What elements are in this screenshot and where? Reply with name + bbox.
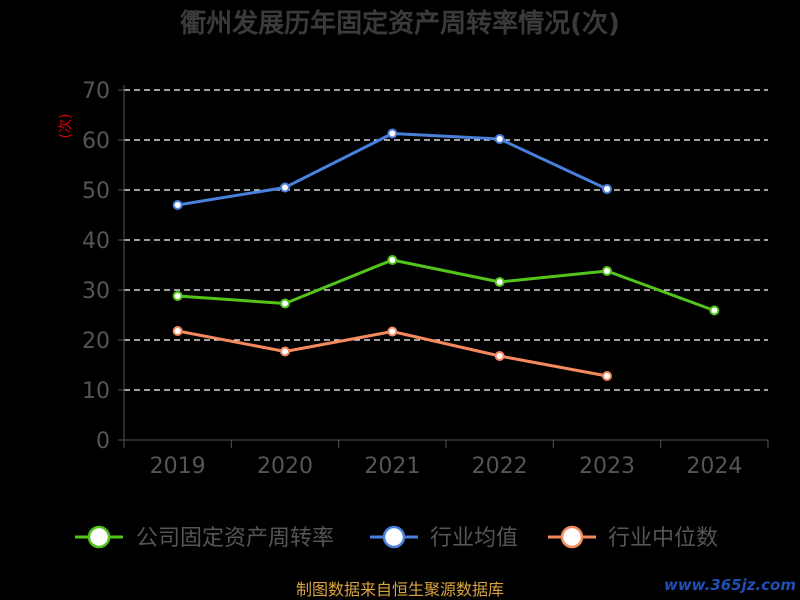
y-tick-labels: 0 10 20 30 40 50 60 70 bbox=[82, 79, 110, 454]
axes bbox=[118, 85, 769, 448]
series-0-point-2022 bbox=[494, 277, 505, 287]
series-2-point-2020 bbox=[280, 346, 290, 357]
legend-item-0: 公司固定资产周转率 bbox=[75, 525, 334, 551]
series-2-point-2022 bbox=[494, 351, 505, 361]
series-2 bbox=[172, 326, 612, 381]
chart-title: 衢州发展历年固定资产周转率情况(次) bbox=[180, 8, 620, 39]
source-note: 制图数据来自恒生聚源数据库 bbox=[296, 580, 504, 599]
y-tick-label-60: 60 bbox=[82, 129, 110, 154]
legend-marker-1 bbox=[382, 525, 406, 549]
series-1-point-2019 bbox=[172, 200, 183, 210]
legend-marker-2 bbox=[560, 525, 584, 549]
series-2-point-2019 bbox=[172, 326, 183, 336]
legend-marker-0 bbox=[87, 525, 111, 549]
x-tick-label-2021: 2021 bbox=[364, 454, 420, 479]
x-tick-labels: 2019 2020 2021 2022 2023 2024 bbox=[150, 454, 743, 479]
series-0-point-2024 bbox=[709, 305, 720, 316]
watermark: www.365jz.com bbox=[664, 576, 796, 594]
series-0 bbox=[172, 255, 720, 316]
y-tick-label-20: 20 bbox=[82, 329, 110, 354]
legend-label-1: 行业均值 bbox=[430, 526, 518, 551]
series-1-point-2023 bbox=[602, 184, 612, 194]
x-tick-label-2019: 2019 bbox=[150, 454, 206, 479]
series-0-point-2021 bbox=[387, 255, 398, 265]
series-1-point-2020 bbox=[280, 182, 290, 193]
series-line-2 bbox=[177, 329, 608, 378]
x-tick-label-2023: 2023 bbox=[579, 454, 635, 479]
y-tick-label-40: 40 bbox=[82, 229, 110, 254]
series-line-0 bbox=[177, 258, 715, 312]
series-0-point-2023 bbox=[602, 266, 612, 276]
legend-item-1: 行业均值 bbox=[370, 525, 518, 551]
y-tick-label-70: 70 bbox=[82, 79, 110, 104]
series-0-point-2020 bbox=[280, 298, 290, 309]
series-2-point-2021 bbox=[387, 326, 398, 337]
legend-label-2: 行业中位数 bbox=[608, 526, 718, 551]
legend-label-0: 公司固定资产周转率 bbox=[136, 526, 334, 551]
x-tick-label-2020: 2020 bbox=[257, 454, 313, 479]
legend-item-2: 行业中位数 bbox=[548, 525, 718, 551]
y-tick-label-30: 30 bbox=[82, 279, 110, 304]
series-line-1 bbox=[177, 132, 608, 207]
series-1 bbox=[172, 128, 612, 210]
x-tick-label-2022: 2022 bbox=[472, 454, 528, 479]
x-tick-label-2024: 2024 bbox=[686, 454, 742, 479]
legend: 公司固定资产周转率 行业均值 行业中位数 bbox=[75, 525, 718, 551]
series-2-point-2023 bbox=[602, 371, 612, 381]
series-1-point-2021 bbox=[387, 128, 398, 139]
y-tick-label-10: 10 bbox=[82, 379, 110, 404]
y-tick-label-0: 0 bbox=[96, 429, 110, 454]
series-group bbox=[172, 128, 720, 381]
y-tick-label-50: 50 bbox=[82, 179, 110, 204]
y-axis-label: (次) bbox=[58, 114, 74, 139]
series-0-point-2019 bbox=[172, 291, 183, 301]
series-1-point-2022 bbox=[494, 134, 505, 144]
grid-lines bbox=[124, 89, 768, 391]
